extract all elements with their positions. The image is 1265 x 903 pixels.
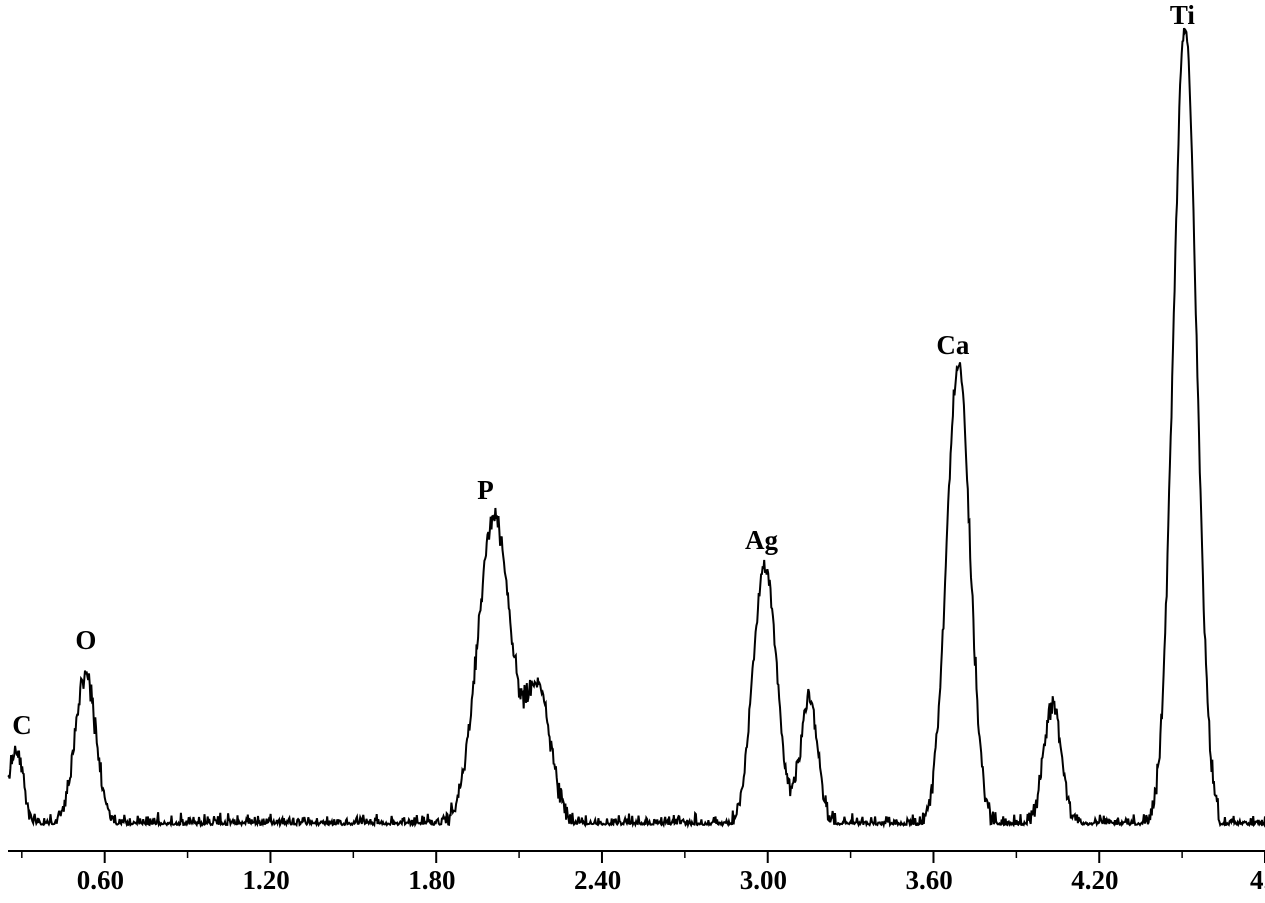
x-tick-label: 4.20 xyxy=(1071,865,1118,896)
x-tick-label: 3.60 xyxy=(905,865,952,896)
x-tick-label: 4. xyxy=(1250,865,1265,896)
x-tick-label: 1.20 xyxy=(242,865,289,896)
x-tick-label: 0.60 xyxy=(77,865,124,896)
x-tick-label: 2.40 xyxy=(574,865,621,896)
peak-label-ca: Ca xyxy=(936,330,969,361)
peak-label-p: P xyxy=(477,475,494,506)
peak-label-ti: Ti xyxy=(1170,0,1195,31)
spectrum-chart: C O P Ag Ca Ti 0.60 1.20 1.80 2.40 3.00 3.60 4.20 4. xyxy=(0,0,1265,903)
x-tick-label: 1.80 xyxy=(408,865,455,896)
peak-label-o: O xyxy=(75,625,96,656)
x-tick-label: 3.00 xyxy=(740,865,787,896)
spectrum-svg xyxy=(0,0,1265,903)
peak-label-c: C xyxy=(12,710,32,741)
peak-label-ag: Ag xyxy=(745,525,778,556)
